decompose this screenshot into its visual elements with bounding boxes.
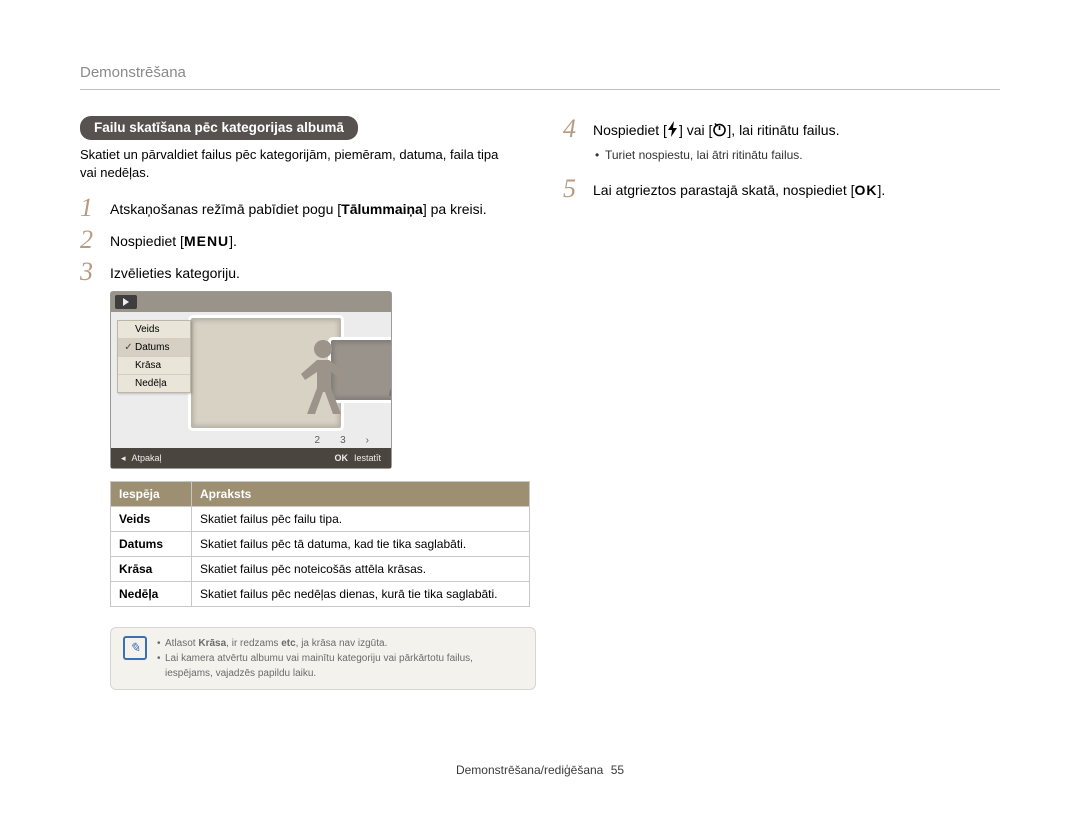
footer-section: Demonstrēšana/rediģēšana — [456, 763, 603, 777]
page-title: Demonstrēšana — [80, 64, 1000, 81]
lcd-category-panel: Veids ✓Datums Krāsa Nedēļa — [117, 320, 191, 393]
playback-mode-icon — [115, 295, 137, 309]
page-footer: Demonstrēšana/rediģēšana 55 — [0, 763, 1080, 777]
lcd-number-3: 3 — [340, 435, 346, 446]
step-number: 3 — [80, 259, 110, 285]
step-2-body: Nospiediet [MENU]. — [110, 227, 237, 253]
lcd-cat-label: Krāsa — [135, 360, 161, 371]
step-4: 4 Nospiediet [ ] vai [ ], lai ritinātu fai… — [563, 116, 1000, 142]
info-icon: ✎ — [123, 636, 147, 660]
table-desc: Skatiet failus pēc nedēļas dienas, kurā … — [192, 582, 530, 607]
step-5-before: Lai atgrieztos parastajā skatā, nospiedi… — [593, 182, 855, 198]
table-row: DatumsSkatiet failus pēc tā datuma, kad … — [111, 532, 530, 557]
camera-lcd-illustration: Veids ✓Datums Krāsa Nedēļa 2 3 › ◂ Atpak… — [110, 291, 392, 469]
lcd-cat-label: Nedēļa — [135, 378, 167, 389]
step-3: 3 Izvēlieties kategoriju. — [80, 259, 517, 285]
flash-icon — [667, 121, 679, 137]
lcd-footer-back: Atpakaļ — [132, 453, 162, 463]
tip-line-1: Atlasot Krāsa, ir redzams etc, ja krāsa … — [157, 636, 523, 651]
options-table: Iespēja Apraksts VeidsSkatiet failus pēc… — [110, 481, 530, 607]
table-opt: Krāsa — [111, 557, 192, 582]
table-header-desc: Apraksts — [192, 482, 530, 507]
section-intro: Skatiet un pārvaldiet failus pēc kategor… — [80, 146, 517, 181]
step-5: 5 Lai atgrieztos parastajā skatā, nospie… — [563, 176, 1000, 202]
step-number: 1 — [80, 195, 110, 221]
step-1-bold: Tālummaiņa — [341, 201, 423, 217]
tip-box: ✎ Atlasot Krāsa, ir redzams etc, ja krās… — [110, 627, 536, 690]
step-2: 2 Nospiediet [MENU]. — [80, 227, 517, 253]
lcd-cat-datums: ✓Datums — [118, 338, 190, 356]
ok-button-label: OK — [855, 182, 878, 198]
timer-icon — [712, 122, 727, 137]
step-number: 4 — [563, 116, 593, 142]
person-silhouette-icon — [283, 332, 363, 422]
table-desc: Skatiet failus pēc noteicošās attēla krā… — [192, 557, 530, 582]
table-opt: Veids — [111, 507, 192, 532]
lcd-top-bar — [111, 292, 391, 312]
step-5-after: ]. — [878, 182, 886, 198]
step-2-after: ]. — [229, 233, 237, 249]
table-header-option: Iespēja — [111, 482, 192, 507]
lcd-cat-label: Datums — [135, 342, 169, 353]
lcd-cat-krasa: Krāsa — [118, 356, 190, 374]
table-row: KrāsaSkatiet failus pēc noteicošās attēl… — [111, 557, 530, 582]
table-desc: Skatiet failus pēc failu tipa. — [192, 507, 530, 532]
group-silhouette-icon — [385, 366, 391, 396]
page-number: 55 — [611, 763, 624, 777]
step-3-body: Izvēlieties kategoriju. — [110, 259, 240, 285]
table-opt: Datums — [111, 532, 192, 557]
step-1: 1 Atskaņošanas režīmā pabīdiet pogu [Tāl… — [80, 195, 517, 221]
tip-line-2: Lai kamera atvērtu albumu vai mainītu ka… — [157, 651, 523, 681]
table-desc: Skatiet failus pēc tā datuma, kad tie ti… — [192, 532, 530, 557]
lcd-number-2: 2 — [315, 435, 321, 446]
section-heading-pill: Failu skatīšana pēc kategorijas albumā — [80, 116, 358, 140]
menu-button-label: MENU — [184, 233, 229, 249]
step-5-body: Lai atgrieztos parastajā skatā, nospiedi… — [593, 176, 885, 202]
table-row: NedēļaSkatiet failus pēc nedēļas dienas,… — [111, 582, 530, 607]
step-4-body: Nospiediet [ ] vai [ ], lai ritinātu failu… — [593, 116, 839, 142]
step-4-sub: Turiet nospiestu, lai ātri ritinātu fail… — [595, 148, 1000, 162]
step-4-after: ], lai ritinātu failus. — [727, 122, 839, 138]
step-1-body: Atskaņošanas režīmā pabīdiet pogu [Tālum… — [110, 195, 487, 221]
left-column: Failu skatīšana pēc kategorijas albumā S… — [80, 116, 517, 690]
step-1-before: Atskaņošanas režīmā pabīdiet pogu [ — [110, 201, 341, 217]
lcd-cat-label: Veids — [135, 324, 159, 335]
step-1-after: ] pa kreisi. — [423, 201, 487, 217]
right-column: 4 Nospiediet [ ] vai [ ], lai ritinātu fai… — [563, 116, 1000, 690]
title-divider — [80, 89, 1000, 90]
step-2-before: Nospiediet [ — [110, 233, 184, 249]
chevron-left-icon: ◂ — [121, 453, 126, 464]
step-number: 2 — [80, 227, 110, 253]
table-opt: Nedēļa — [111, 582, 192, 607]
lcd-number-row: 2 3 › — [111, 432, 391, 448]
lcd-cat-veids: Veids — [118, 321, 190, 338]
step-number: 5 — [563, 176, 593, 202]
ok-icon: OK — [334, 453, 348, 463]
lcd-footer-set: Iestatīt — [354, 453, 381, 463]
step-4-before: Nospiediet [ — [593, 122, 667, 138]
table-row: VeidsSkatiet failus pēc failu tipa. — [111, 507, 530, 532]
chevron-right-icon: › — [366, 435, 369, 446]
step-4-between: ] vai [ — [679, 122, 712, 138]
lcd-cat-nedela: Nedēļa — [118, 374, 190, 392]
